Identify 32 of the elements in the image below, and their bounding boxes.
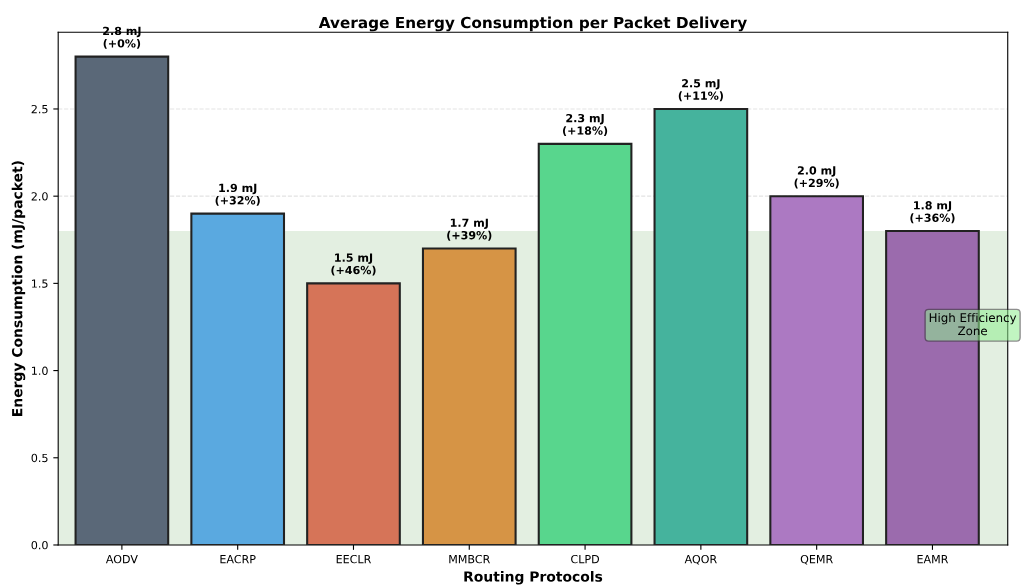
y-tick-label: 0.0 [31, 540, 48, 550]
x-tick-label: CLPD [571, 554, 600, 564]
chart-title: Average Energy Consumption per Packet Delivery [318, 16, 747, 32]
x-tick-label: MMBCR [449, 554, 490, 564]
x-tick-label: EAMR [917, 555, 949, 564]
bar [421, 247, 517, 545]
data-label: 1.5 mJ (+46%) [331, 253, 376, 276]
bar [74, 55, 170, 545]
y-tick-label: 1.0 [32, 366, 48, 375]
band-label: High Efficiency Zone [929, 312, 1017, 336]
data-label: 1.7 mJ (+39%) [447, 218, 492, 241]
data-label: 1.9 mJ (+32%) [215, 183, 260, 206]
y-tick-label: 1.5 [32, 279, 48, 288]
data-label: 1.8 mJ (+36%) [910, 201, 955, 224]
bar [537, 142, 633, 545]
x-axis-title: Routing Protocols [464, 571, 603, 585]
data-label: 2.5 mJ (+11%) [678, 79, 723, 102]
y-tick-label: 2.0 [31, 192, 48, 201]
data-label: 2.3 mJ (+18%) [562, 113, 608, 137]
bar [190, 212, 286, 545]
x-tick-label: AODV [105, 554, 138, 564]
y-axis-title: Energy Consumption (mJ/packet) [11, 161, 26, 416]
bar [653, 107, 749, 545]
y-tick-label: 2.5 [31, 104, 48, 114]
x-tick-label: QEMR [800, 554, 833, 565]
bar [769, 195, 865, 545]
x-tick-label: EACRP [220, 554, 256, 564]
y-tick-label: 0.5 [31, 453, 48, 463]
bar [306, 282, 401, 545]
x-tick-label: AQOR [684, 554, 717, 565]
x-tick-label: EECLR [336, 554, 372, 564]
data-label: 2.0 mJ (+29%) [794, 166, 839, 189]
